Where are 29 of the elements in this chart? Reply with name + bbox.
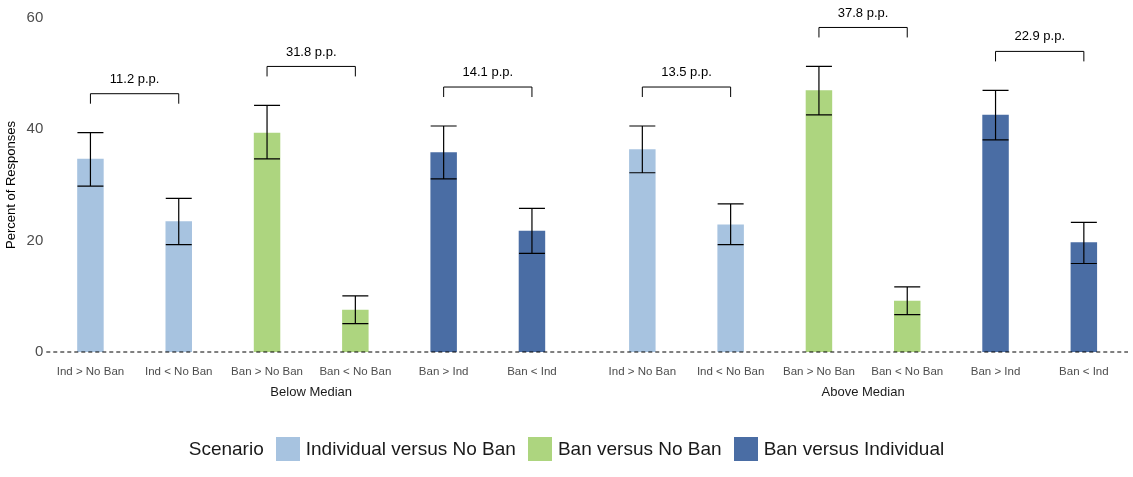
y-tick-label: 0 [34, 342, 44, 360]
y-axis-title: Percent of Responses [3, 120, 19, 249]
annotation: 11.2 p.p. [109, 70, 160, 86]
x-tick-label: Ind < No Ban [696, 364, 765, 377]
x-tick-label: Ban < No Ban [319, 364, 392, 377]
legend-label: Ban versus No Ban [557, 437, 722, 460]
annotation: 13.5 p.p. [661, 64, 712, 80]
annotation: 31.8 p.p. [285, 43, 337, 59]
y-tick-label: 40 [26, 119, 44, 137]
x-tick-label: Ban < No Ban [871, 364, 944, 377]
x-tick-label: Ban < Ind [1059, 364, 1109, 377]
x-tick-label: Ban < Ind [507, 364, 557, 377]
y-tick-label: 60 [26, 8, 44, 26]
annotation: 37.8 p.p. [837, 4, 889, 20]
x-tick-label: Ind > No Ban [56, 364, 125, 377]
x-tick-label: Ind < No Ban [145, 364, 213, 377]
x-tick-label: Ban > No Ban [782, 364, 855, 377]
legend-label: Individual versus No Ban [305, 437, 516, 460]
x-tick-label: Ban > Ind [970, 364, 1021, 377]
annotation: 22.9 p.p. [1014, 28, 1065, 44]
y-tick-label: 20 [26, 230, 44, 248]
x-tick-label: Ban > Ind [418, 364, 469, 377]
legend-title: Scenario [188, 437, 264, 460]
x-tick-label: Ind > No Ban [608, 364, 677, 377]
annotation: 14.1 p.p. [462, 64, 514, 80]
x-tick-label: Ban > No Ban [231, 364, 304, 377]
legend-label: Ban versus Individual [763, 437, 945, 460]
text: Below Median [270, 384, 353, 400]
text: Above Median [821, 384, 905, 400]
